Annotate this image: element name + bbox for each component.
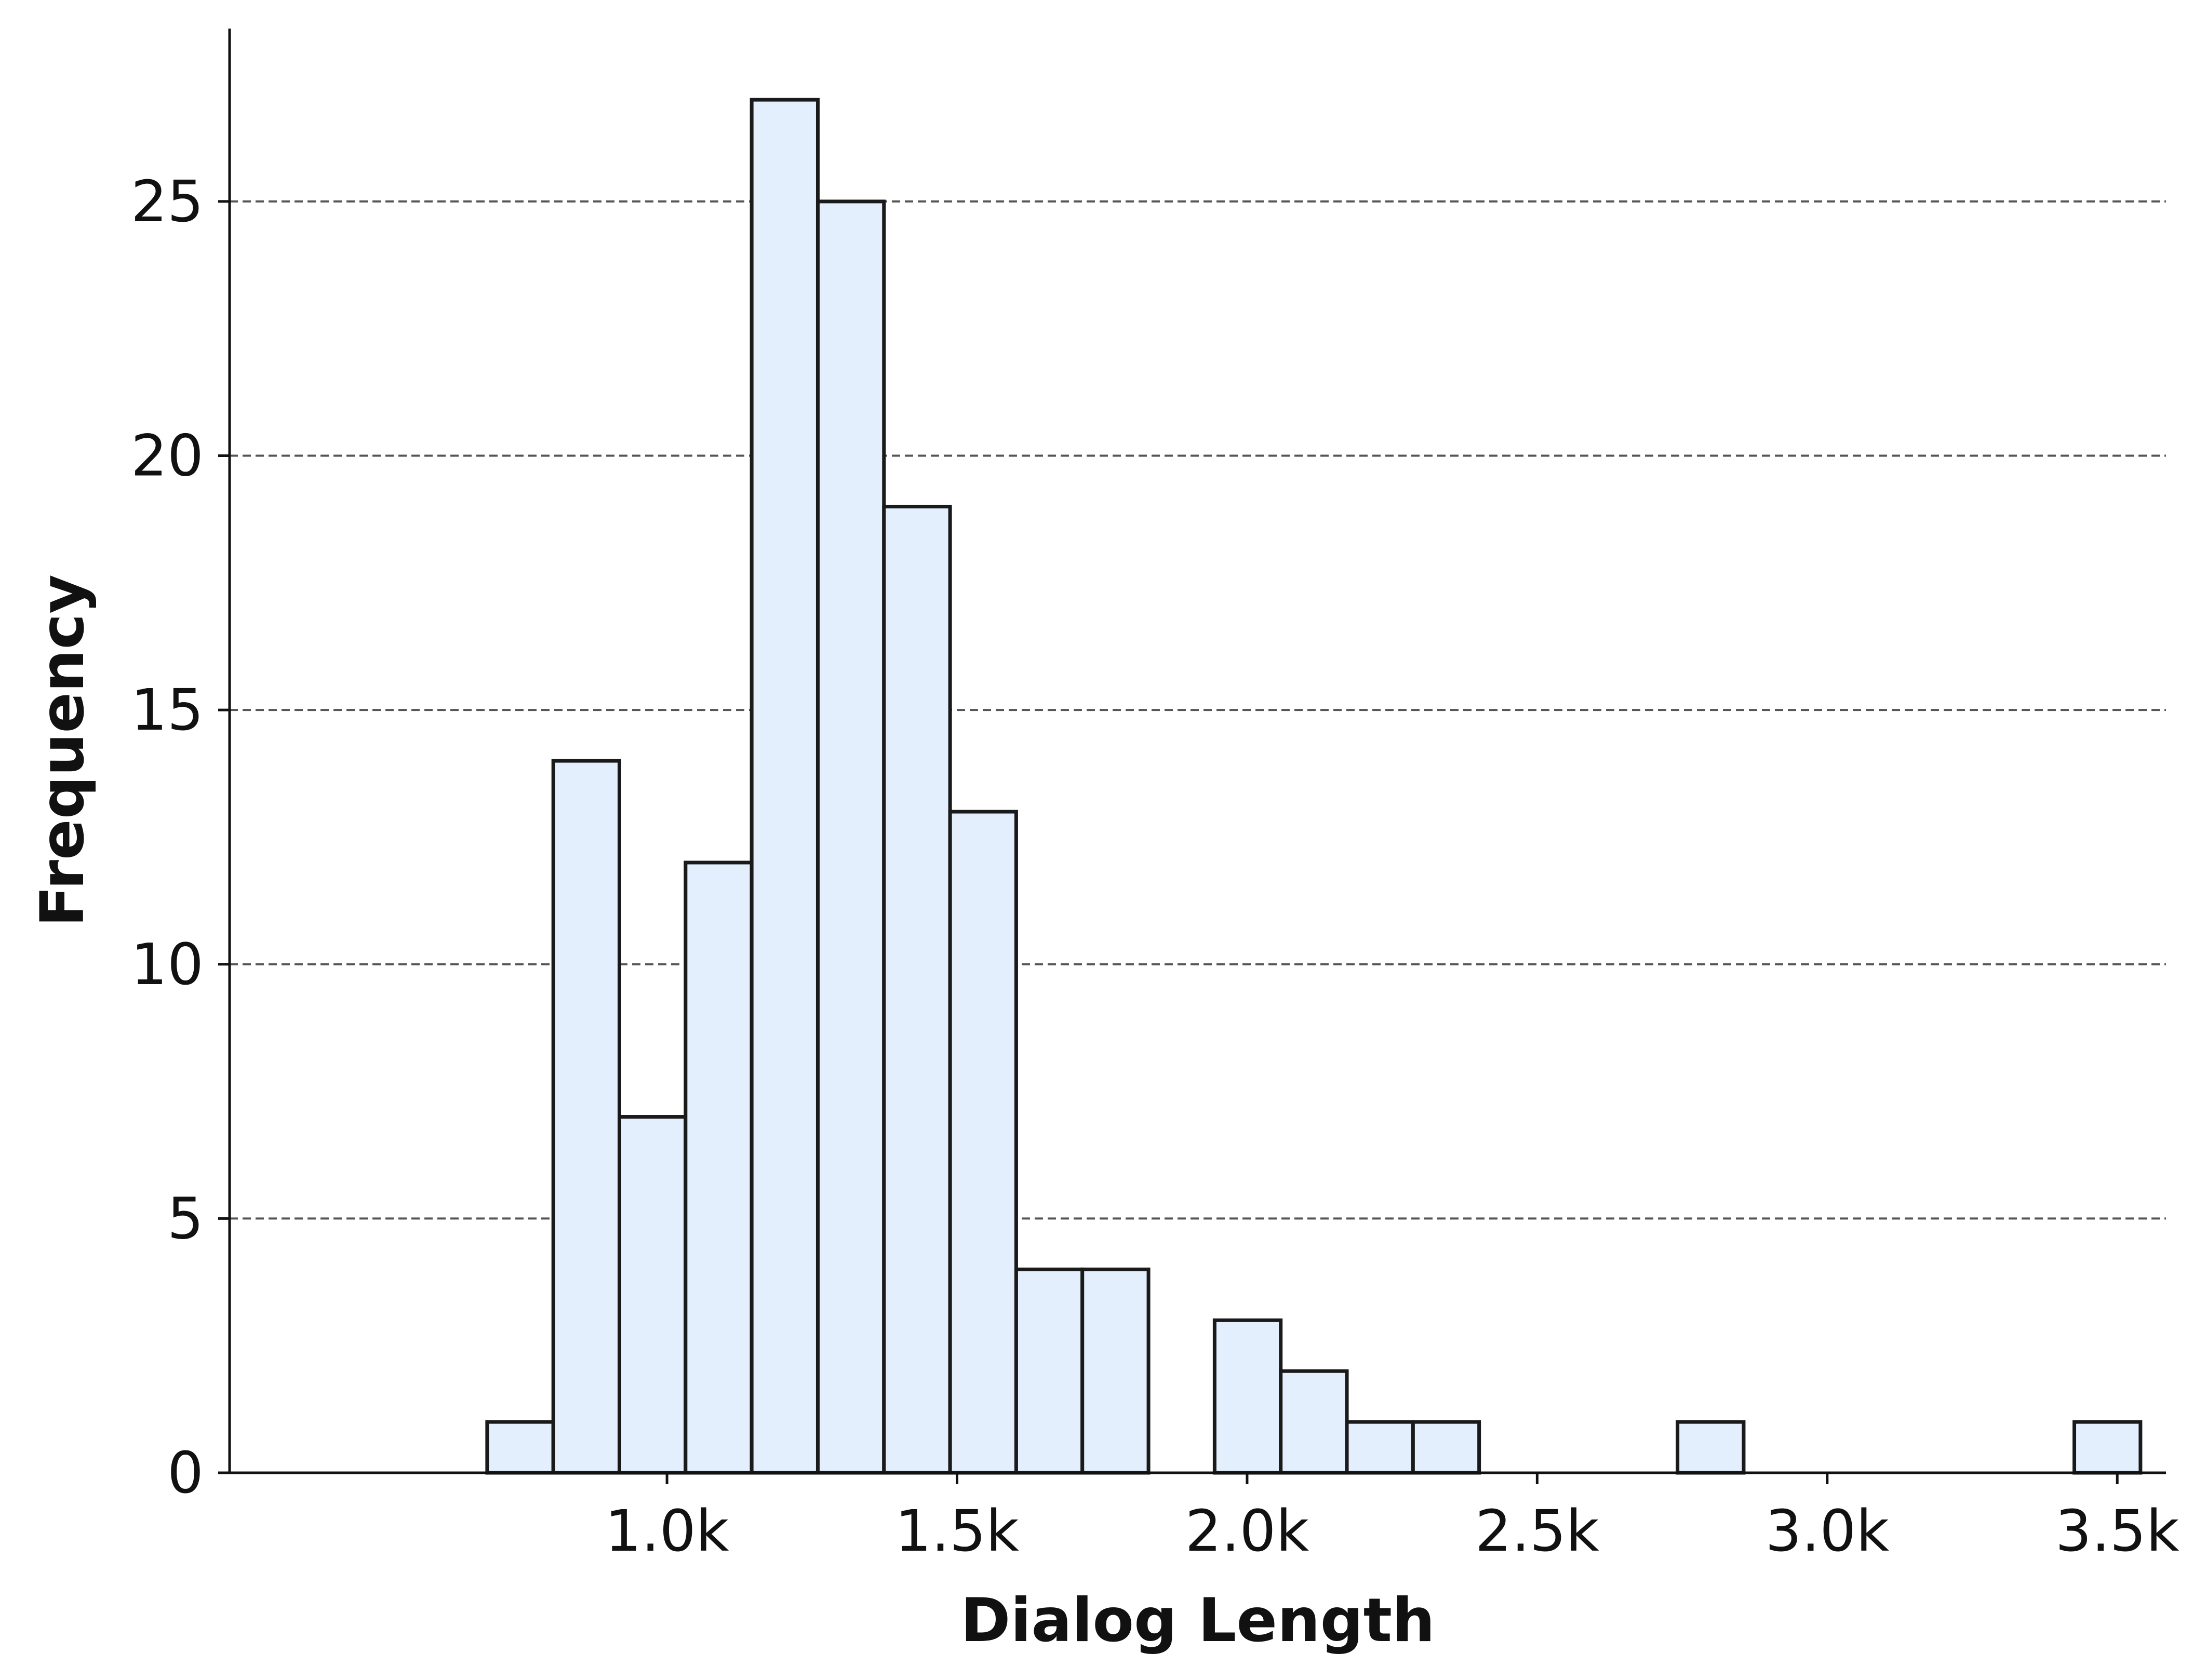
x-tick-label: 3.5k: [2055, 1498, 2179, 1564]
histogram-bar-4: [750, 98, 820, 1475]
x-tick-label: 3.0k: [1765, 1498, 1889, 1564]
histogram-bar-10: [1212, 1318, 1283, 1475]
grid-lines: [230, 200, 2166, 1220]
x-tick-label: 2.5k: [1475, 1498, 1599, 1564]
histogram-bar-9: [1080, 1267, 1151, 1475]
histogram-bar-12: [1345, 1420, 1415, 1475]
y-tick-label: 20: [131, 423, 204, 489]
histogram-bar-6: [882, 504, 952, 1475]
y-tick-label: 15: [131, 677, 204, 743]
x-tick-label: 1.0k: [605, 1498, 729, 1564]
y-tick-label: 5: [167, 1185, 204, 1252]
histogram-bar-7: [948, 810, 1018, 1475]
x-tick-label: 1.5k: [895, 1498, 1019, 1564]
x-tick-label: 2.0k: [1185, 1498, 1309, 1564]
histogram-bar-15: [2072, 1420, 2143, 1475]
y-tick-label: 10: [131, 931, 204, 998]
histogram-bar-2: [618, 1115, 688, 1475]
histogram-bar-13: [1411, 1420, 1481, 1475]
histogram-bars: [485, 98, 2143, 1475]
histogram-bar-0: [485, 1420, 555, 1475]
x-axis-title: Dialog Length: [960, 1585, 1435, 1656]
histogram-bar-8: [1014, 1267, 1085, 1475]
y-tick-label: 25: [131, 168, 204, 235]
histogram-bar-1: [551, 759, 622, 1475]
ticks: 1.0k 1.5k 2.0k 2.5k 3.0k 3.5k 0 5 10 15 20 25: [131, 168, 2179, 1564]
histogram-bar-5: [815, 199, 886, 1475]
axes: [228, 29, 2166, 1474]
y-tick-label: 0: [167, 1440, 204, 1506]
y-axis-title: Frequency: [28, 574, 98, 927]
histogram-bar-11: [1279, 1369, 1349, 1475]
histogram-bar-14: [1676, 1420, 1746, 1475]
histogram-bar-3: [684, 861, 754, 1475]
